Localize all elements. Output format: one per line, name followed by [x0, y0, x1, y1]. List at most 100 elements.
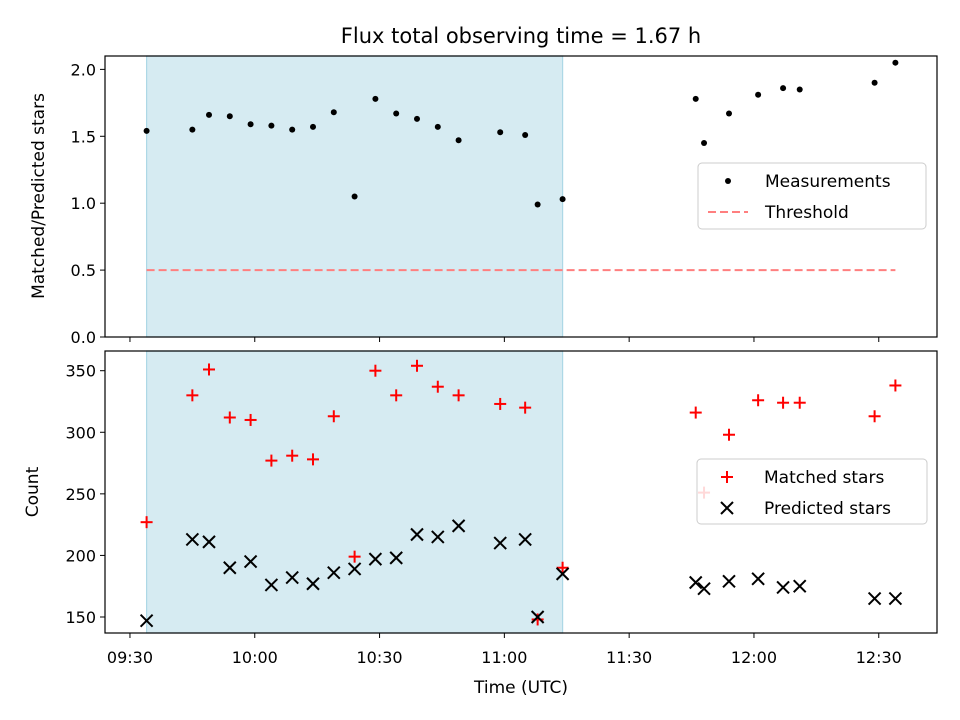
- predicted-marker-b: [368, 552, 383, 566]
- matched-star-point: [186, 389, 199, 402]
- measurement-point: [226, 113, 233, 120]
- legend-measurement-swatch: [725, 178, 731, 184]
- measurement-point: [434, 123, 441, 130]
- matched-star-point: [390, 389, 403, 402]
- predicted-marker-b: [793, 579, 807, 593]
- predicted-star-point: [530, 610, 545, 624]
- predicted-star-point: [347, 562, 362, 576]
- matched-star-point: [244, 413, 257, 426]
- matched-star-point: [327, 410, 340, 423]
- matched-star-point: [752, 394, 765, 407]
- matched-star-point: [889, 379, 902, 392]
- predicted-star-point: [518, 532, 532, 547]
- predicted-marker-b: [751, 572, 765, 586]
- predicted-marker-b: [139, 613, 154, 628]
- measurement-point: [534, 201, 541, 208]
- y-tick-label: 250: [65, 485, 96, 504]
- predicted-marker-b: [185, 532, 200, 547]
- measurement-point: [289, 126, 296, 133]
- measurement-point: [206, 111, 212, 118]
- matched-star-point: [265, 454, 278, 467]
- predicted-marker-b: [722, 574, 736, 588]
- predicted-marker-b: [555, 567, 570, 581]
- x-tick-label: 12:30: [856, 648, 902, 667]
- measurement-point: [455, 137, 462, 144]
- x-tick-label: 09:30: [107, 648, 153, 667]
- measurement-point: [189, 126, 196, 133]
- y-tick-label: 0.5: [71, 261, 96, 280]
- legend-label: Matched stars: [764, 468, 884, 488]
- predicted-marker-b: [530, 610, 545, 624]
- predicted-star-point: [431, 530, 445, 544]
- predicted-star-point: [493, 536, 507, 550]
- x-tick-label: 10:30: [357, 648, 403, 667]
- legend-label: Measurements: [765, 172, 891, 192]
- matched-star-point: [868, 410, 881, 423]
- predicted-star-point: [689, 575, 703, 590]
- matched-star-point: [452, 389, 465, 402]
- y-tick-label: 1.5: [71, 127, 96, 146]
- predicted-marker-b: [327, 565, 341, 580]
- predicted-marker-b: [776, 580, 790, 595]
- predicted-star-point: [389, 551, 403, 565]
- predicted-star-point: [410, 527, 424, 542]
- top-panel: 0.0 0.5 1.0 1.5 2.0 Measurements Threshold: [71, 55, 938, 347]
- predicted-marker-b: [285, 570, 299, 585]
- y-tick-label: 200: [65, 546, 96, 565]
- matched-star-point: [307, 453, 319, 466]
- measurement-point: [726, 110, 732, 117]
- predicted-marker-b: [431, 530, 445, 544]
- matched-star-point: [431, 380, 444, 393]
- measurement-point: [393, 110, 400, 117]
- matched-star-point: [531, 613, 544, 626]
- matched-star-point: [411, 359, 423, 372]
- matched-star-point: [140, 516, 153, 529]
- measurement-point: [692, 95, 699, 102]
- matched-star-point: [494, 397, 507, 410]
- measurement-point: [247, 121, 254, 128]
- predicted-star-point: [202, 535, 216, 549]
- matched-star-point: [519, 401, 532, 414]
- y-tick-label: 0.0: [71, 328, 96, 347]
- measurement-point: [796, 86, 803, 93]
- predicted-star-point: [888, 591, 903, 606]
- legend-box: [697, 162, 927, 230]
- matched-star-point: [286, 449, 299, 462]
- predicted-star-point: [867, 591, 882, 606]
- measurement-point: [701, 139, 708, 146]
- y-tick-label: 1.0: [71, 194, 96, 213]
- predicted-star-point: [264, 578, 279, 592]
- axes-frame: [104, 350, 938, 634]
- bottom-y-axis-label: Count: [23, 466, 43, 517]
- predicted-marker-b: [493, 536, 507, 550]
- predicted-marker-b: [451, 519, 466, 533]
- legend-label: Threshold: [764, 203, 849, 223]
- measurement-point: [871, 79, 878, 86]
- predicted-star-point: [697, 581, 711, 596]
- legend-label: Predicted stars: [764, 499, 891, 519]
- predicted-marker-b: [389, 551, 403, 565]
- x-tick-label: 10:00: [232, 648, 278, 667]
- matched-star-point: [348, 550, 361, 563]
- predicted-star-point: [776, 580, 790, 595]
- matched-star-point: [793, 396, 806, 409]
- predicted-marker-b: [689, 575, 703, 590]
- predicted-star-point: [306, 577, 320, 591]
- y-tick-label: 350: [65, 362, 96, 381]
- predicted-marker-b: [697, 581, 711, 596]
- x-tick-label: 11:00: [481, 648, 527, 667]
- predicted-marker-b: [410, 527, 424, 542]
- measurement-point: [143, 127, 150, 134]
- predicted-star-point: [555, 567, 570, 581]
- predicted-star-point: [185, 532, 200, 547]
- predicted-marker-b: [306, 577, 320, 591]
- predicted-star-point: [793, 579, 807, 593]
- predicted-marker-b: [202, 535, 216, 549]
- y-tick-label: 2.0: [71, 60, 96, 79]
- bottom-panel: 150 200 250 300 350 09:30 10:00 10:30 11:00 11:30…: [65, 350, 938, 667]
- matched-star-point: [689, 406, 702, 419]
- predicted-marker-b: [867, 591, 882, 606]
- y-tick-label: 150: [65, 608, 96, 627]
- matched-star-point: [369, 364, 382, 377]
- x-tick-label: 12:00: [731, 648, 777, 667]
